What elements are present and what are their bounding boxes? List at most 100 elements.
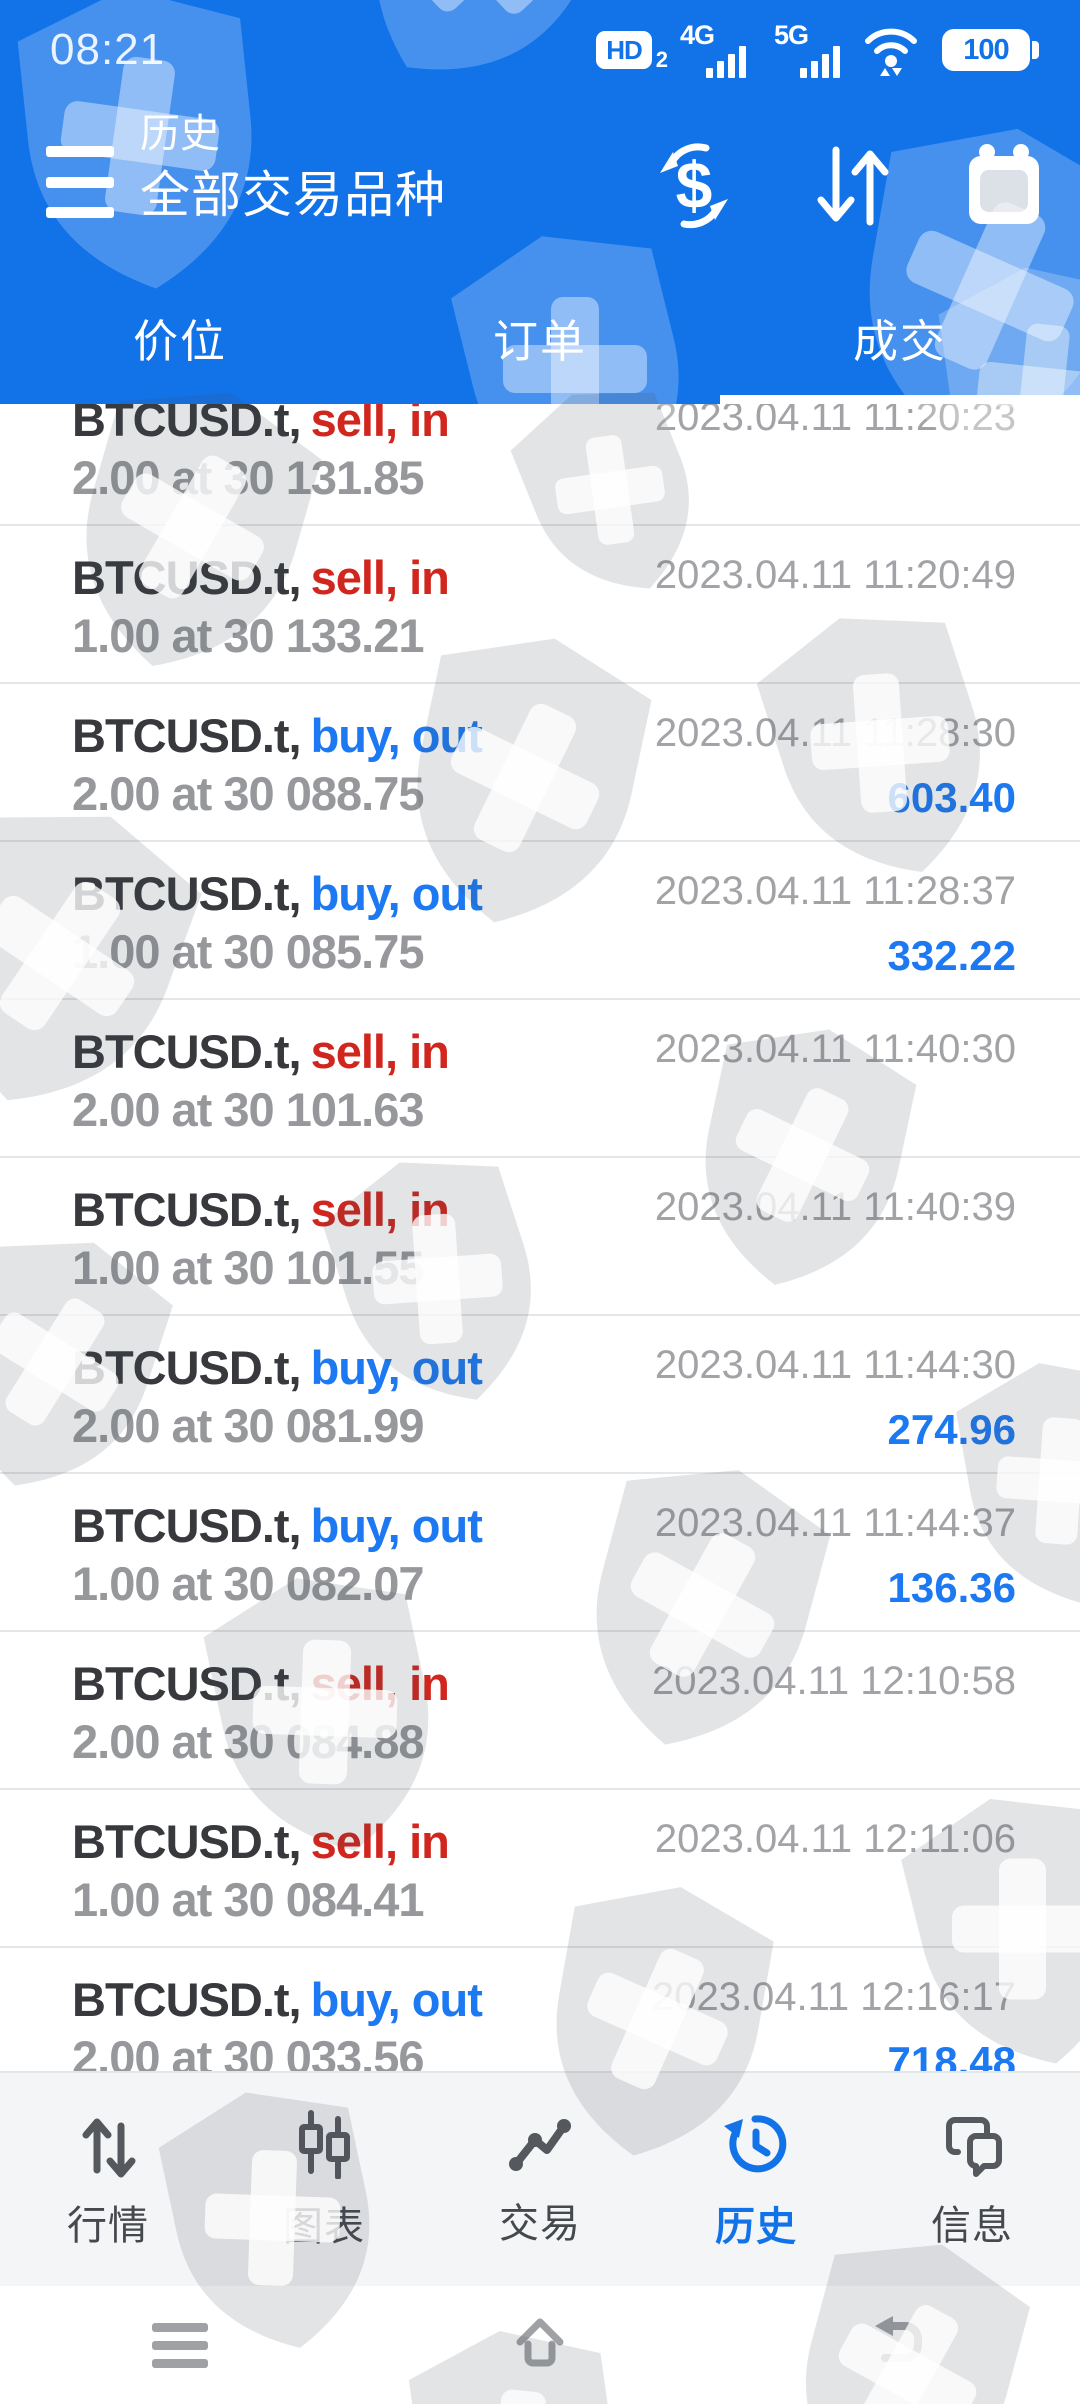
deal-right: 2023.04.11 11:44:37 136.36 [655, 1500, 1016, 1612]
deal-symbol: BTCUSD.t, [72, 404, 302, 446]
hamburger-menu-button[interactable] [46, 146, 116, 218]
deal-time: 2023.04.11 12:10:58 [651, 1659, 1016, 1703]
deal-row[interactable]: BTCUSD.t, buy, out 2.00 at 30 081.99 2023… [0, 1316, 1080, 1474]
calendar-icon[interactable] [958, 136, 1050, 236]
deal-right: 2023.04.11 12:11:06 [655, 1816, 1016, 1928]
history-tab-bar: 价位 订单 成交 [0, 270, 1080, 404]
deal-right: 2023.04.11 11:28:37 332.22 [655, 868, 1016, 980]
wifi-icon [860, 19, 922, 82]
quotes-arrows-icon [75, 2110, 141, 2183]
app-header: 历史 全部交易品种 $ [0, 92, 1080, 270]
deal-right: 2023.04.11 11:20:49 [655, 552, 1016, 664]
deal-symbol: BTCUSD.t, [72, 709, 302, 762]
deal-row[interactable]: BTCUSD.t, sell, in 1.00 at 30 084.41 2023… [0, 1790, 1080, 1948]
deal-side: sell, in [310, 404, 450, 446]
top-blue-background [0, 0, 1080, 404]
header-titles: 历史 全部交易品种 [140, 108, 446, 226]
home-button[interactable] [360, 2312, 720, 2379]
deal-time: 2023.04.11 12:16:17 [651, 1975, 1016, 2019]
deal-time: 2023.04.11 11:40:30 [654, 1027, 1016, 1071]
home-icon [508, 2312, 572, 2379]
deal-row[interactable]: BTCUSD.t, sell, in 1.00 at 30 101.55 2023… [0, 1158, 1080, 1316]
trade-line-icon [506, 2112, 574, 2181]
recents-button[interactable] [0, 2322, 360, 2368]
back-icon [869, 2314, 931, 2377]
deal-left: BTCUSD.t, sell, in 2.00 at 30 131.85 [72, 404, 450, 524]
deal-symbol: BTCUSD.t, [72, 1973, 302, 2026]
nav-label: 交易 [499, 2202, 581, 2246]
deal-profit: 332.22 [887, 932, 1016, 979]
deal-row[interactable]: BTCUSD.t, buy, out 1.00 at 30 085.75 2023… [0, 842, 1080, 1000]
deal-right: 2023.04.11 11:44:30 274.96 [655, 1342, 1016, 1454]
nav-item-messages[interactable]: 信息 [864, 2073, 1080, 2288]
deal-profit: 136.36 [887, 1564, 1016, 1611]
nav-label: 信息 [931, 2204, 1013, 2248]
nav-label: 历史 [715, 2205, 797, 2249]
bottom-nav: 行情 图表 [0, 2071, 1080, 2288]
active-tab-indicator [720, 395, 1080, 404]
deal-time: 2023.04.11 11:44:30 [654, 1343, 1016, 1387]
deal-time: 2023.04.11 11:20:49 [654, 553, 1016, 597]
deal-volume-price: 2.00 at 30 084.88 [72, 1715, 424, 1768]
menu-icon [152, 2322, 208, 2368]
status-bar: 08:21 HD 2 4G 5G [0, 0, 1080, 92]
deal-right: 2023.04.11 12:16:17 718.48 [652, 1974, 1016, 2071]
deal-row[interactable]: BTCUSD.t, sell, in 2.00 at 30 101.63 2023… [0, 1000, 1080, 1158]
deal-left: BTCUSD.t, sell, in 2.00 at 30 084.88 [72, 1657, 450, 1788]
deal-row[interactable]: BTCUSD.t, sell, in 2.00 at 30 084.88 2023… [0, 1632, 1080, 1790]
deal-side: sell, in [310, 1815, 450, 1868]
nav-item-quotes[interactable]: 行情 [0, 2073, 216, 2288]
currency-sync-icon[interactable]: $ [648, 136, 740, 236]
deal-left: BTCUSD.t, buy, out 2.00 at 30 088.75 [72, 709, 483, 840]
sort-arrows-icon[interactable] [806, 136, 898, 236]
deal-side: sell, in [310, 1183, 450, 1236]
deal-symbol: BTCUSD.t, [72, 1657, 302, 1710]
deal-time: 2023.04.11 11:40:39 [654, 1185, 1016, 1229]
deal-volume-price: 1.00 at 30 101.55 [72, 1241, 424, 1294]
deal-right: 2023.04.11 11:40:39 [655, 1184, 1016, 1296]
deal-symbol: BTCUSD.t, [72, 1183, 302, 1236]
deal-side: buy, out [310, 709, 483, 762]
history-clock-icon [721, 2109, 791, 2184]
deal-row[interactable]: BTCUSD.t, buy, out 2.00 at 30 033.56 2023… [0, 1948, 1080, 2072]
candlestick-chart-icon [291, 2109, 357, 2184]
deal-right: 2023.04.11 11:28:30 603.40 [655, 710, 1016, 822]
deal-row[interactable]: BTCUSD.t, buy, out 2.00 at 30 088.75 2023… [0, 684, 1080, 842]
symbol-filter-label[interactable]: 全部交易品种 [140, 167, 446, 223]
deal-left: BTCUSD.t, buy, out 2.00 at 30 033.56 [72, 1973, 483, 2072]
messages-icon [938, 2110, 1006, 2183]
nav-item-charts[interactable]: 图表 [216, 2073, 432, 2288]
volte-hd-icon: HD 2 [596, 31, 668, 72]
nav-item-trade[interactable]: 交易 [432, 2073, 648, 2288]
deal-row[interactable]: BTCUSD.t, buy, out 1.00 at 30 082.07 2023… [0, 1474, 1080, 1632]
deal-left: BTCUSD.t, buy, out 1.00 at 30 082.07 [72, 1499, 483, 1630]
tab-deals[interactable]: 成交 [852, 315, 947, 367]
deal-right: 2023.04.11 12:10:58 [652, 1658, 1016, 1770]
deal-time: 2023.04.11 11:20:23 [654, 404, 1016, 439]
deal-side: sell, in [310, 1025, 450, 1078]
nav-item-history[interactable]: 历史 [648, 2073, 864, 2288]
deal-left: BTCUSD.t, buy, out 1.00 at 30 085.75 [72, 868, 483, 998]
deal-right: 2023.04.11 11:40:30 [655, 1026, 1016, 1138]
deal-left: BTCUSD.t, sell, in 1.00 at 30 084.41 [72, 1815, 450, 1946]
deal-symbol: BTCUSD.t, [72, 1025, 302, 1078]
deal-row[interactable]: BTCUSD.t, sell, in 2.00 at 30 131.85 2023… [0, 404, 1080, 526]
deal-side: buy, out [310, 1973, 483, 2026]
deal-volume-price: 1.00 at 30 082.07 [72, 1557, 424, 1610]
status-icons: HD 2 4G 5G [596, 19, 1039, 82]
page-title: 历史 [140, 112, 220, 156]
deal-volume-price: 2.00 at 30 101.63 [72, 1083, 424, 1136]
deal-row[interactable]: BTCUSD.t, sell, in 1.00 at 30 133.21 2023… [0, 526, 1080, 684]
deal-left: BTCUSD.t, sell, in 1.00 at 30 101.55 [72, 1183, 450, 1314]
deal-volume-price: 1.00 at 30 133.21 [72, 609, 424, 662]
tab-positions[interactable]: 价位 [132, 315, 227, 367]
back-button[interactable] [720, 2314, 1080, 2377]
tab-orders[interactable]: 订单 [492, 315, 587, 367]
deal-symbol: BTCUSD.t, [72, 1499, 302, 1552]
deal-list[interactable]: BTCUSD.t, sell, in 2.00 at 30 131.85 2023… [0, 404, 1080, 2071]
deal-time: 2023.04.11 12:11:06 [654, 1817, 1016, 1861]
deal-time: 2023.04.11 11:28:30 [654, 711, 1016, 755]
deal-profit: 274.96 [887, 1406, 1016, 1453]
nav-label: 行情 [67, 2204, 149, 2248]
